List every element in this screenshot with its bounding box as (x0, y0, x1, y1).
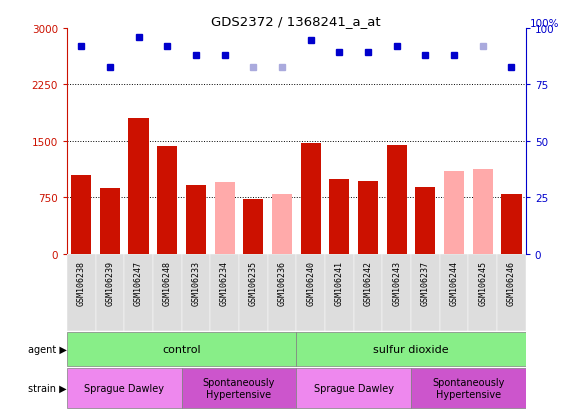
Bar (300, 144, 321, 254)
Text: GSM106243: GSM106243 (392, 261, 401, 305)
Text: Spontaneously
Hypertensive: Spontaneously Hypertensive (203, 377, 275, 399)
Bar (67, 332, 296, 366)
Bar (387, 145, 407, 254)
Bar (67, 368, 181, 408)
Bar (415, 188, 435, 254)
Text: Sprague Dawley: Sprague Dawley (314, 383, 394, 393)
Text: GSM106240: GSM106240 (306, 261, 315, 305)
Bar (329, 179, 349, 254)
Bar (71, 176, 91, 254)
Bar (497, 254, 526, 332)
Bar (468, 254, 497, 332)
Bar (95, 254, 124, 332)
Bar (411, 368, 526, 408)
Text: GSM106245: GSM106245 (478, 261, 487, 305)
Text: strain ▶: strain ▶ (28, 383, 67, 393)
Bar (296, 332, 526, 366)
Text: GSM106235: GSM106235 (249, 261, 258, 305)
Bar (153, 254, 182, 332)
Text: Sprague Dawley: Sprague Dawley (84, 383, 164, 393)
Bar (382, 254, 411, 332)
Text: GSM106238: GSM106238 (77, 261, 85, 305)
Bar (440, 254, 468, 332)
Bar (296, 368, 411, 408)
Title: GDS2372 / 1368241_a_at: GDS2372 / 1368241_a_at (211, 15, 381, 28)
Text: GSM106237: GSM106237 (421, 261, 430, 305)
Text: GSM106239: GSM106239 (105, 261, 114, 305)
Bar (411, 254, 440, 332)
Bar (157, 147, 177, 254)
Bar (243, 199, 263, 254)
Text: GSM106234: GSM106234 (220, 261, 229, 305)
Bar (100, 189, 120, 254)
Text: agent ▶: agent ▶ (28, 344, 67, 354)
Text: GSM106242: GSM106242 (364, 261, 372, 305)
Bar (268, 254, 296, 332)
Text: GSM106248: GSM106248 (163, 261, 172, 305)
Text: GSM106233: GSM106233 (191, 261, 200, 305)
Text: GSM106241: GSM106241 (335, 261, 344, 305)
Text: sulfur dioxide: sulfur dioxide (373, 344, 449, 354)
Bar (128, 119, 149, 254)
Bar (239, 254, 268, 332)
Bar (354, 254, 382, 332)
Bar (181, 254, 210, 332)
Text: 100%: 100% (530, 19, 560, 29)
Bar (272, 194, 292, 254)
Bar (501, 195, 522, 254)
Text: GSM106247: GSM106247 (134, 261, 143, 305)
Bar (296, 254, 325, 332)
Bar (124, 254, 153, 332)
Bar (358, 181, 378, 254)
Text: GSM106244: GSM106244 (450, 261, 458, 305)
Text: GSM106236: GSM106236 (278, 261, 286, 305)
Bar (473, 169, 493, 254)
Bar (186, 185, 206, 254)
Text: GSM106246: GSM106246 (507, 261, 516, 305)
Text: control: control (162, 344, 201, 354)
Bar (210, 254, 239, 332)
Bar (181, 368, 296, 408)
Bar (444, 172, 464, 254)
Bar (67, 254, 95, 332)
Bar (325, 254, 354, 332)
Text: Spontaneously
Hypertensive: Spontaneously Hypertensive (432, 377, 505, 399)
Bar (214, 182, 235, 254)
